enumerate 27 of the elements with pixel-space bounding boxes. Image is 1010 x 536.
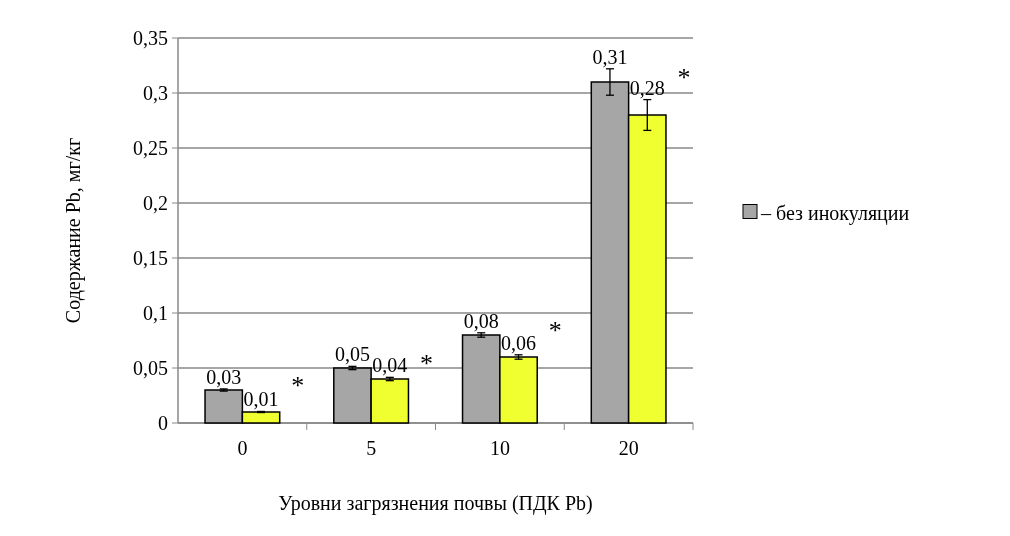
x-tick-label: 5 [366,437,377,459]
data-label: 0,31 [592,45,628,68]
data-label: 0,04 [372,354,408,377]
x-tick-label: 0 [237,437,248,459]
annotation: * [291,371,305,400]
y-tick-label: 0,2 [143,192,168,214]
y-tick-label: 0,1 [143,302,168,324]
data-label: 0,28 [629,76,665,99]
data-label: 0,03 [206,365,242,388]
x-tick-label: 10 [489,437,510,459]
y-tick-label: 0 [158,412,168,434]
y-tick-label: 0,15 [133,247,168,269]
y-tick-label: 0,3 [143,82,168,104]
data-label: 0,06 [501,331,537,354]
y-axis-title: Содержание Pb, мг/кг [62,137,85,324]
annotation: * [548,316,562,345]
y-tick-label: 0,05 [133,357,168,379]
y-tick-label: 0,25 [133,137,168,159]
data-label: 0,08 [463,309,499,332]
y-tick-label: 0,35 [133,27,168,49]
x-axis-title: Уровни загрязнения почвы (ПДК Pb) [278,492,593,515]
annotation: * [677,63,691,92]
legend-label: – без инокуляции [760,201,910,225]
data-label: 0,01 [243,388,279,411]
data-label: 0,05 [334,343,370,366]
annotation: * [419,349,433,378]
x-tick-label: 20 [618,437,639,459]
